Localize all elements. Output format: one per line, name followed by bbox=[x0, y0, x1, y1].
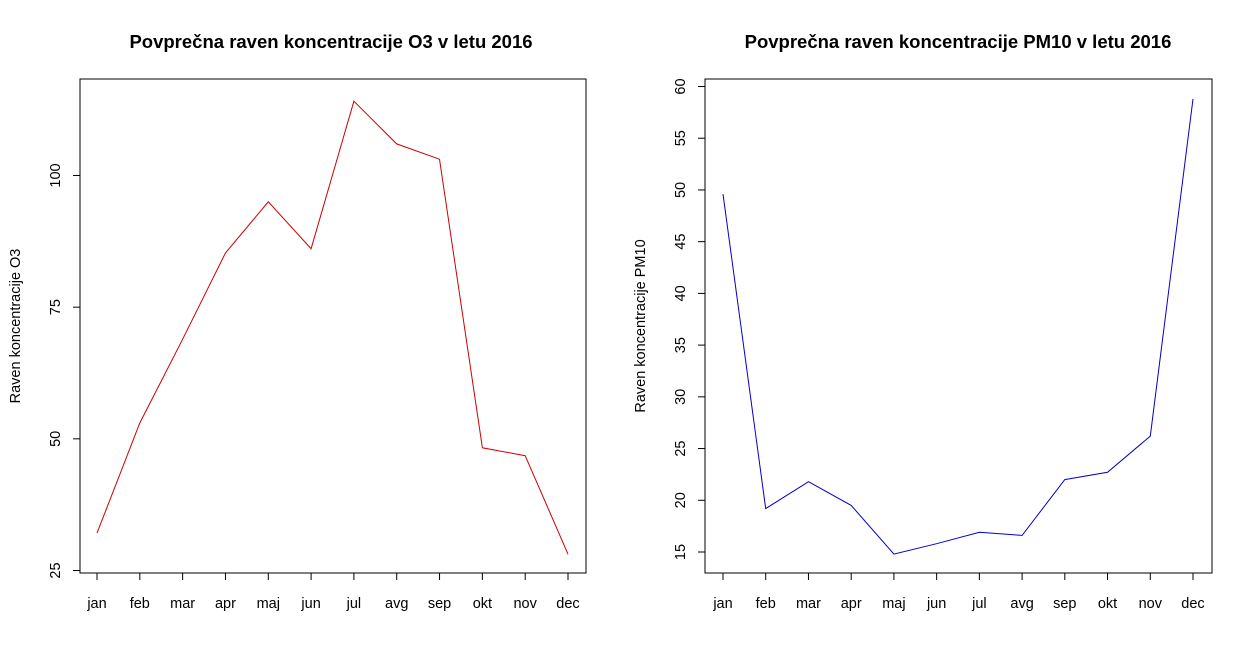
o3-x-tick-label: nov bbox=[513, 596, 537, 612]
o3-x-tick-label: avg bbox=[385, 596, 408, 612]
o3-chart-panel: Povprečna raven koncentracije O3 v letu … bbox=[8, 31, 587, 612]
o3-y-tick-label: 75 bbox=[48, 299, 64, 315]
o3-x-tick-label: mar bbox=[170, 596, 195, 612]
o3-y-tick-label: 100 bbox=[48, 163, 64, 187]
o3-x-tick-label: feb bbox=[130, 596, 150, 612]
pm10-x-tick-label: nov bbox=[1139, 596, 1163, 612]
pm10-y-tick-label: 55 bbox=[673, 130, 689, 146]
pm10-chart-panel: Povprečna raven koncentracije PM10 v let… bbox=[633, 31, 1213, 612]
pm10-x-tick-label: sep bbox=[1053, 596, 1076, 612]
pm10-x-tick-label: feb bbox=[756, 596, 776, 612]
o3-series-line bbox=[96, 100, 569, 555]
pm10-y-tick-label: 20 bbox=[673, 492, 689, 508]
pm10-y-tick-label: 50 bbox=[673, 182, 689, 198]
pm10-chart-title: Povprečna raven koncentracije PM10 v let… bbox=[745, 31, 1172, 52]
pm10-y-tick-label: 15 bbox=[673, 544, 689, 560]
pm10-y-axis: 15 20 25 30 35 40 45 50 55 60 bbox=[673, 78, 706, 560]
pm10-series-line bbox=[722, 98, 1194, 555]
o3-y-axis-label: Raven koncentracije O3 bbox=[8, 249, 24, 404]
o3-x-tick-label: dec bbox=[556, 596, 579, 612]
pm10-y-tick-label: 60 bbox=[673, 78, 689, 94]
pm10-x-axis: jan feb mar apr maj jun jul avg sep okt nov dec bbox=[712, 572, 1205, 612]
o3-y-axis: 25 50 75 100 bbox=[48, 163, 81, 579]
pm10-x-tick-label: okt bbox=[1098, 596, 1117, 612]
pm10-y-tick-label: 30 bbox=[673, 389, 689, 405]
pm10-x-tick-label: dec bbox=[1181, 596, 1204, 612]
pm10-x-tick-label: mar bbox=[796, 596, 821, 612]
o3-x-tick-label: jan bbox=[86, 596, 106, 612]
pm10-y-axis-label: Raven koncentracije PM10 bbox=[633, 239, 649, 412]
pm10-x-tick-label: jul bbox=[971, 596, 987, 612]
pm10-x-tick-label: jan bbox=[712, 596, 732, 612]
pm10-x-tick-label: apr bbox=[841, 596, 862, 612]
o3-x-tick-label: apr bbox=[215, 596, 236, 612]
o3-series-layer bbox=[96, 100, 569, 555]
pm10-y-tick-label: 40 bbox=[673, 285, 689, 301]
o3-y-tick-label: 25 bbox=[48, 562, 64, 578]
o3-x-tick-label: maj bbox=[257, 596, 280, 612]
pm10-y-tick-label: 35 bbox=[673, 337, 689, 353]
pm10-y-tick-label: 45 bbox=[673, 234, 689, 250]
pm10-x-tick-label: avg bbox=[1010, 596, 1033, 612]
pm10-x-tick-label: maj bbox=[882, 596, 905, 612]
pm10-series-layer bbox=[722, 98, 1194, 555]
pm10-x-tick-label: jun bbox=[926, 596, 946, 612]
o3-x-tick-label: okt bbox=[473, 596, 492, 612]
o3-plot-frame bbox=[79, 78, 587, 574]
pm10-y-tick-label: 25 bbox=[673, 440, 689, 456]
o3-chart-title: Povprečna raven koncentracije O3 v letu … bbox=[129, 31, 532, 52]
o3-y-tick-label: 50 bbox=[48, 431, 64, 447]
o3-x-tick-label: sep bbox=[428, 596, 451, 612]
o3-x-axis: jan feb mar apr maj jun jul avg sep okt nov dec bbox=[86, 572, 580, 612]
o3-x-tick-label: jun bbox=[300, 596, 320, 612]
o3-x-tick-label: jul bbox=[346, 596, 362, 612]
